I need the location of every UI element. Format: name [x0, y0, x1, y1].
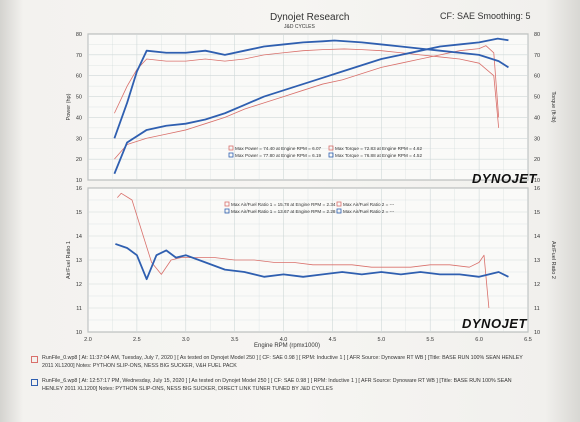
x-tick-label: 3.5 [231, 337, 239, 343]
series-line-power-run1 [114, 45, 500, 160]
y-tick-label-afr1: 16 [76, 186, 82, 192]
power-legend-swatch [228, 152, 234, 158]
x-tick-label: 4.0 [280, 337, 288, 343]
cf-smoothing-label: CF: SAE Smoothing: 5 [440, 11, 531, 21]
y-tick-label-torque: 60 [534, 74, 540, 80]
y-tick-label-torque: 50 [534, 95, 540, 101]
dynojet-logo-top: DYNOJET [472, 171, 537, 186]
y-tick-label-afr1: 15 [76, 210, 82, 216]
y-tick-label-torque: 10 [534, 178, 540, 184]
y-tick-label-afr1: 11 [76, 306, 82, 312]
run1-note-line1: RunFile_0.wp8 [ At: 11:37:04 AM, Tuesday… [42, 355, 523, 361]
y-tick-label-power: 50 [76, 95, 82, 101]
power-legend-swatch [328, 145, 334, 151]
y-tick-label-afr2: 15 [534, 210, 540, 216]
x-tick-label: 2.0 [84, 337, 92, 343]
x-tick-label: 3.0 [182, 337, 190, 343]
y-tick-label-torque: 20 [534, 157, 540, 163]
run2-note-line1: RunFile_6.wp8 [ At: 12:57:17 PM, Wednesd… [42, 378, 512, 384]
x-tick-label: 2.5 [133, 337, 141, 343]
y-tick-label-power: 20 [76, 157, 82, 163]
series-line-power-run2 [113, 37, 509, 175]
y-tick-label-afr1: 13 [76, 258, 82, 264]
power-legend-swatch [228, 145, 234, 151]
series-line-torque-run2 [113, 39, 509, 139]
y-axis-title-afr2: Air/Fuel Ratio 2 [550, 241, 556, 279]
power-legend-swatch [328, 152, 334, 158]
run1-note-line2: 2011 XL1200] Notes: PYTHON SLIP-ONS, NES… [42, 363, 237, 369]
y-axis-title-power: Power (hp) [66, 93, 72, 120]
series-line-air-fuel-ratio-1-run2 [115, 243, 509, 281]
x-axis-label: Engine RPM (rpmx1000) [254, 343, 321, 349]
x-tick-label: 5.0 [378, 337, 386, 343]
y-tick-label-afr2: 11 [534, 306, 540, 312]
power-legend-entry: Max Torque = 72.83 at Engine RPM = 4.62 [335, 146, 422, 151]
y-axis-title-torque: Torque (ft-lb) [550, 91, 556, 122]
y-tick-label-power: 40 [76, 115, 82, 121]
y-tick-label-torque: 30 [534, 136, 540, 142]
y-tick-label-torque: 40 [534, 115, 540, 121]
run2-note-line2: HENLEY 2011 XL1200] Notes: PYTHON SLIP-O… [42, 386, 333, 392]
afr-legend-entry: Max Air/Fuel Ratio 2 = --- [343, 209, 395, 214]
x-tick-label: 5.5 [426, 337, 434, 343]
y-tick-label-afr2: 16 [534, 186, 540, 192]
y-tick-label-afr2: 12 [534, 282, 540, 288]
y-tick-label-torque: 70 [534, 53, 540, 59]
afr-legend-swatch [336, 208, 342, 214]
series-line-torque-run1 [114, 48, 500, 128]
afr-legend-swatch [336, 201, 342, 207]
afr-legend-swatch [224, 208, 230, 214]
afr-legend-swatch [224, 201, 230, 207]
x-tick-label: 6.5 [524, 337, 532, 343]
y-tick-label-afr1: 10 [76, 330, 82, 336]
y-tick-label-power: 70 [76, 53, 82, 59]
x-tick-label: 4.5 [329, 337, 337, 343]
y-tick-label-afr2: 10 [534, 330, 540, 336]
run2-swatch [31, 379, 38, 386]
afr-legend-entry: Max Air/Fuel Ratio 1 = 13.67 at Engine R… [231, 209, 336, 214]
dynojet-logo-bottom: DYNOJET [462, 316, 527, 331]
y-axis-title-afr1: Air/Fuel Ratio 1 [66, 241, 72, 279]
power-legend-entry: Max Power = 74.40 at Engine RPM = 6.07 [235, 146, 321, 151]
x-tick-label: 6.0 [475, 337, 483, 343]
y-tick-label-afr2: 14 [534, 234, 540, 240]
y-tick-label-power: 80 [76, 32, 82, 38]
y-tick-label-afr1: 14 [76, 234, 82, 240]
page-subtitle: J&D CYCLES [284, 24, 315, 30]
y-tick-label-power: 60 [76, 74, 82, 80]
y-tick-label-power: 30 [76, 136, 82, 142]
afr-legend-entry: Max Air/Fuel Ratio 2 = --- [343, 202, 395, 207]
power-legend-entry: Max Power = 77.80 at Engine RPM = 6.19 [235, 153, 321, 158]
afr-legend-entry: Max Air/Fuel Ratio 1 = 15.78 at Engine R… [231, 202, 336, 207]
y-tick-label-torque: 80 [534, 32, 540, 38]
power-legend-entry: Max Torque = 76.88 at Engine RPM = 4.52 [335, 153, 422, 158]
y-tick-label-power: 10 [76, 178, 82, 184]
page-title: Dynojet Research [270, 12, 350, 23]
y-tick-label-afr1: 12 [76, 282, 82, 288]
y-tick-label-afr2: 13 [534, 258, 540, 264]
run1-swatch [31, 356, 38, 363]
